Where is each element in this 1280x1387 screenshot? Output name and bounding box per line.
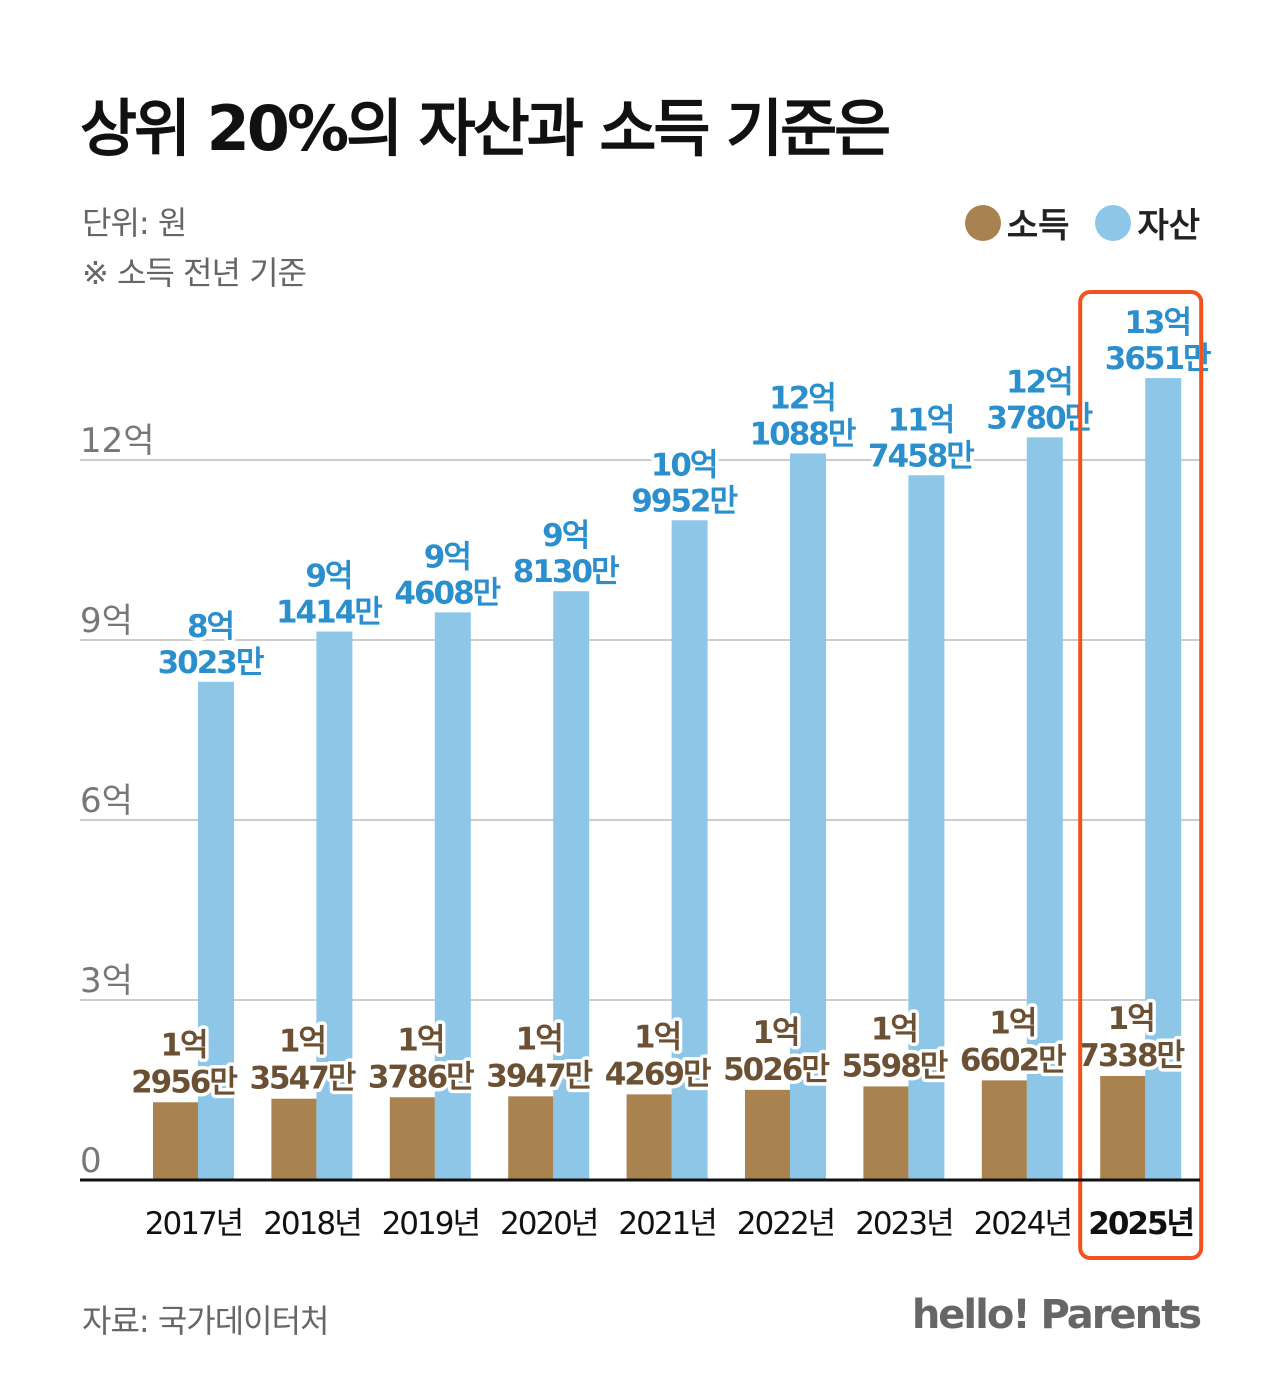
logo: hello! Parents [911, 1292, 1202, 1338]
data-label-assets: 12억 [769, 380, 835, 416]
data-label-income: 1억 [1108, 1001, 1154, 1037]
data-label-assets: 11억 [888, 402, 954, 438]
bar-assets [1145, 378, 1182, 1180]
bar-assets [671, 520, 708, 1180]
data-label-income: 3786만 [368, 1059, 474, 1095]
data-label-assets: 3023만 [158, 645, 264, 681]
data-label-assets: 3780만 [986, 400, 1092, 436]
data-label-income: 5598만 [841, 1048, 947, 1084]
x-tick-label: 2023년 [855, 1206, 952, 1242]
data-label-assets: 13억 [1124, 305, 1190, 341]
data-label-assets: 12억 [1006, 364, 1072, 400]
note-label: ※ 소득 전년 기준 [82, 254, 307, 292]
bar-assets [316, 631, 353, 1180]
data-label-income: 3547만 [249, 1061, 355, 1097]
y-tick-label: 12억 [80, 421, 155, 461]
data-label-income: 1억 [397, 1022, 443, 1058]
data-label-assets: 9억 [305, 559, 351, 595]
y-tick-label: 9억 [80, 601, 133, 641]
bar-income [271, 1098, 317, 1180]
bar-assets [434, 612, 471, 1180]
x-tick-label: 2025년 [1088, 1206, 1193, 1242]
y-tick-label: 3억 [80, 961, 133, 1001]
source-label: 자료: 국가데이터처 [82, 1302, 329, 1340]
data-label-income: 1억 [989, 1005, 1035, 1041]
bar-assets [790, 453, 826, 1180]
legend-item-assets: 자산 [1095, 198, 1200, 247]
data-label-assets: 7458만 [868, 438, 974, 474]
highlight-box [1078, 290, 1204, 1260]
y-tick-label: 6억 [80, 781, 133, 821]
y-tick-label: 0 [80, 1141, 102, 1181]
legend-item-income: 소득 [964, 198, 1070, 247]
data-label-income: 4269만 [605, 1056, 711, 1092]
unit-label: 단위: 원 [82, 204, 187, 242]
data-label-income: 1억 [871, 1011, 917, 1047]
data-label-assets: 9억 [542, 518, 588, 554]
data-label-income: 1억 [279, 1024, 325, 1060]
data-label-income: 1억 [752, 1015, 798, 1051]
bar-assets [553, 591, 590, 1180]
bar-income [745, 1089, 790, 1180]
data-label-income: 6602만 [960, 1042, 1066, 1078]
data-label-income: 2956만 [131, 1064, 237, 1100]
data-label-income: 3947만 [486, 1058, 592, 1094]
bar-income [1100, 1075, 1146, 1180]
x-tick-label: 2019년 [382, 1206, 479, 1242]
bar-assets [1026, 437, 1063, 1180]
data-label-assets: 9952만 [631, 483, 737, 519]
x-tick-label: 2017년 [145, 1206, 242, 1242]
bar-assets [908, 475, 945, 1180]
data-label-income: 5026만 [723, 1052, 829, 1088]
legend-label-assets: 자산 [1137, 206, 1200, 246]
data-label-assets: 1088만 [750, 416, 856, 452]
data-label-assets: 8130만 [513, 554, 619, 590]
x-tick-label: 2021년 [618, 1206, 715, 1242]
bar-assets [198, 681, 234, 1180]
data-label-income: 7338만 [1078, 1038, 1184, 1074]
x-tick-label: 2020년 [500, 1206, 597, 1242]
legend-swatch-assets [1095, 204, 1132, 241]
bar-income [389, 1097, 435, 1180]
data-label-assets: 8억 [187, 609, 233, 645]
data-label-assets: 1414만 [276, 595, 382, 631]
chart-title: 상위 20%의 자산과 소득 기준은 [80, 92, 891, 165]
bar-income [626, 1094, 672, 1180]
data-label-assets: 10억 [651, 447, 717, 483]
data-label-income: 1억 [160, 1027, 206, 1063]
legend-label-income: 소득 [1006, 206, 1070, 246]
x-tick-label: 2024년 [974, 1206, 1071, 1242]
data-label-assets: 4608만 [394, 575, 500, 611]
bar-income [981, 1080, 1027, 1180]
data-label-income: 1억 [634, 1019, 680, 1055]
data-label-assets: 3651만 [1105, 341, 1211, 377]
bar-income [863, 1086, 909, 1180]
bar-income [153, 1102, 198, 1180]
bar-income [508, 1096, 554, 1180]
data-label-income: 1억 [516, 1021, 562, 1057]
x-tick-label: 2018년 [263, 1206, 360, 1242]
legend: 소득 자산 [964, 198, 1200, 247]
data-label-assets: 9억 [424, 539, 470, 575]
legend-swatch-income [964, 204, 1001, 241]
x-tick-label: 2022년 [737, 1206, 834, 1242]
